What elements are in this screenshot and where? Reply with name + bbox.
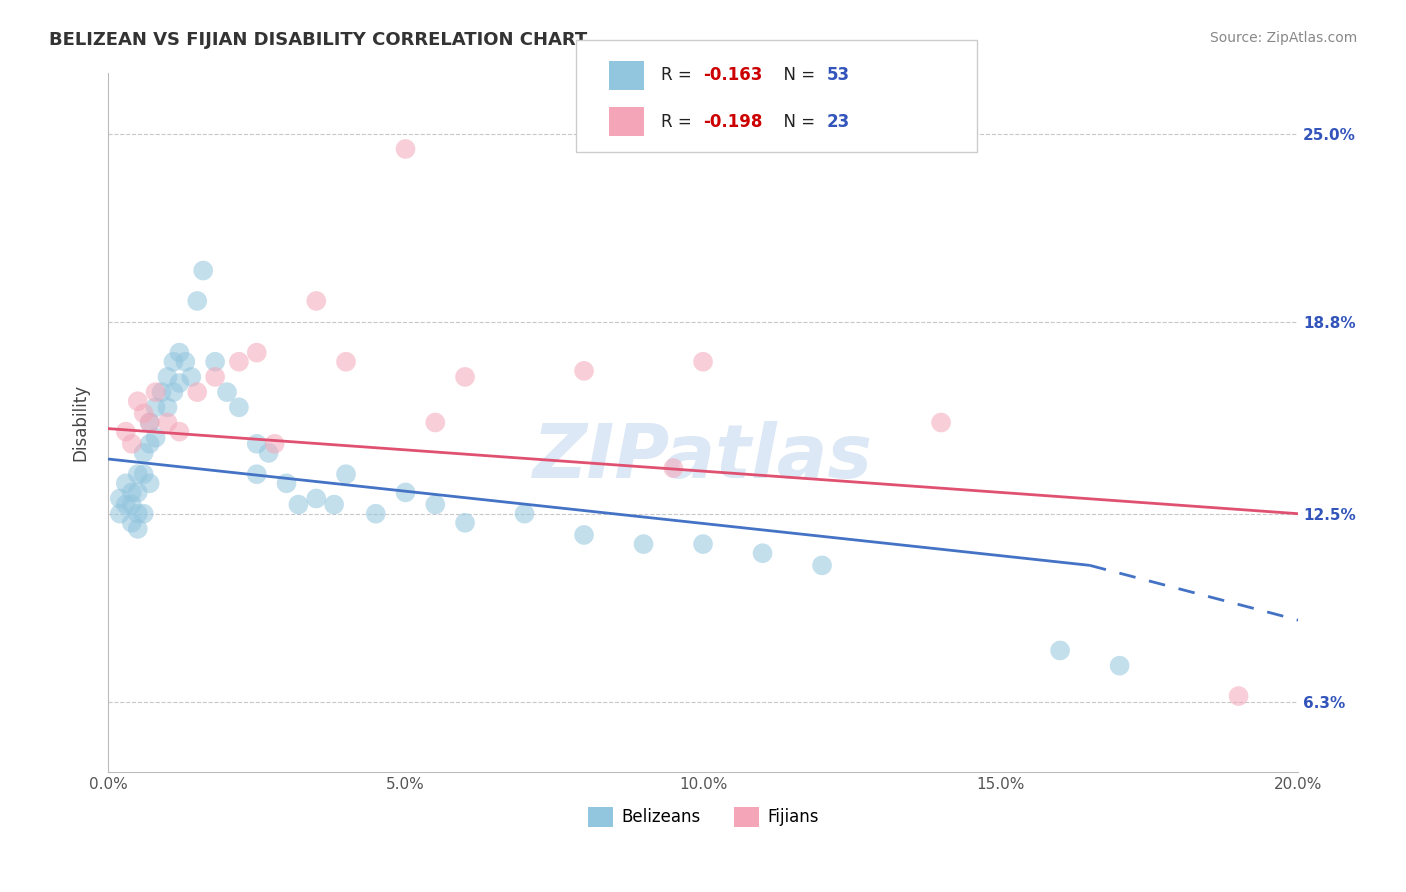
Point: [287, 498, 309, 512]
Text: -0.163: -0.163: [703, 66, 762, 85]
Point: [204, 370, 226, 384]
Point: [929, 416, 952, 430]
Text: ZIPatlas: ZIPatlas: [533, 421, 873, 494]
Text: R =: R =: [661, 66, 697, 85]
Point: [115, 498, 138, 512]
Point: [572, 364, 595, 378]
Point: [169, 376, 191, 390]
Point: [150, 385, 173, 400]
Text: 53: 53: [827, 66, 849, 85]
Point: [204, 355, 226, 369]
Point: [145, 431, 167, 445]
Point: [263, 437, 285, 451]
Point: [662, 461, 685, 475]
Point: [162, 355, 184, 369]
Text: BELIZEAN VS FIJIAN DISABILITY CORRELATION CHART: BELIZEAN VS FIJIAN DISABILITY CORRELATIO…: [49, 31, 588, 49]
Point: [193, 263, 215, 277]
Point: [186, 293, 208, 308]
Point: [115, 476, 138, 491]
Text: R =: R =: [661, 112, 697, 131]
Point: [572, 528, 595, 542]
Point: [132, 446, 155, 460]
Point: [169, 345, 191, 359]
Text: 23: 23: [827, 112, 851, 131]
Point: [180, 370, 202, 384]
Point: [246, 345, 269, 359]
Point: [132, 467, 155, 482]
Point: [138, 416, 160, 430]
Point: [692, 355, 714, 369]
Point: [394, 485, 416, 500]
Point: [127, 467, 149, 482]
Point: [364, 507, 387, 521]
Point: [246, 437, 269, 451]
Point: [186, 385, 208, 400]
Point: [454, 370, 477, 384]
Point: [145, 385, 167, 400]
Point: [156, 370, 179, 384]
Point: [156, 401, 179, 415]
Point: [145, 401, 167, 415]
Point: [132, 507, 155, 521]
Point: [174, 355, 197, 369]
Point: [305, 293, 328, 308]
Point: [127, 522, 149, 536]
Point: [115, 425, 138, 439]
Point: [121, 516, 143, 530]
Point: [513, 507, 536, 521]
Point: [215, 385, 238, 400]
Point: [156, 416, 179, 430]
Point: [305, 491, 328, 506]
Text: Source: ZipAtlas.com: Source: ZipAtlas.com: [1209, 31, 1357, 45]
Point: [138, 416, 160, 430]
Point: [1108, 658, 1130, 673]
Point: [811, 558, 834, 573]
Point: [751, 546, 773, 560]
Point: [425, 416, 447, 430]
Point: [323, 498, 346, 512]
Point: [127, 394, 149, 409]
Legend: Belizeans, Fijians: Belizeans, Fijians: [581, 800, 825, 834]
Point: [454, 516, 477, 530]
Point: [121, 485, 143, 500]
Point: [335, 467, 357, 482]
Point: [1049, 643, 1071, 657]
Point: [257, 446, 280, 460]
Point: [132, 406, 155, 420]
Point: [121, 437, 143, 451]
Point: [276, 476, 298, 491]
Point: [127, 485, 149, 500]
Text: -0.198: -0.198: [703, 112, 762, 131]
Point: [425, 498, 447, 512]
Point: [394, 142, 416, 156]
Point: [108, 491, 131, 506]
Point: [108, 507, 131, 521]
Point: [138, 437, 160, 451]
Point: [228, 401, 250, 415]
Point: [228, 355, 250, 369]
Text: N =: N =: [773, 66, 821, 85]
Point: [246, 467, 269, 482]
Point: [633, 537, 655, 551]
Point: [162, 385, 184, 400]
Y-axis label: Disability: Disability: [72, 384, 89, 461]
Point: [138, 476, 160, 491]
Point: [335, 355, 357, 369]
Text: N =: N =: [773, 112, 821, 131]
Point: [121, 498, 143, 512]
Point: [692, 537, 714, 551]
Point: [169, 425, 191, 439]
Point: [1227, 689, 1250, 703]
Point: [127, 507, 149, 521]
